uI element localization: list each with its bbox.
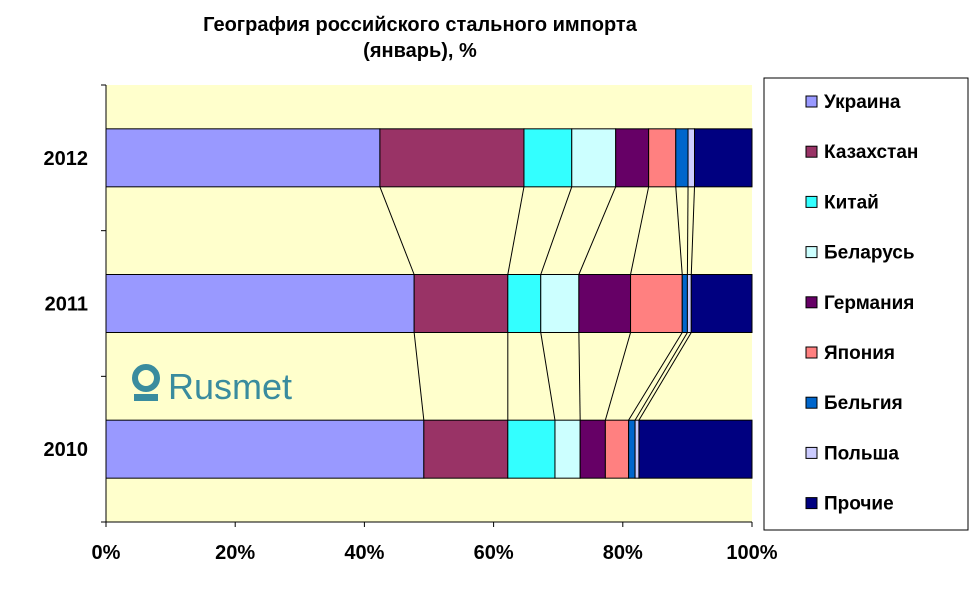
- x-tick-label: 80%: [603, 542, 643, 564]
- legend-label: Прочие: [824, 494, 894, 515]
- legend-label: Казахстан: [824, 142, 918, 163]
- bar-segment: [628, 419, 636, 479]
- chart-title-line-1: География российского стального импорта: [203, 14, 637, 36]
- bar-segment: [675, 128, 689, 188]
- series-line: [628, 332, 683, 421]
- legend-label: Китай: [824, 192, 879, 213]
- legend-label: Украина: [824, 92, 901, 113]
- bar-segment: [105, 128, 381, 188]
- series-line: [686, 186, 689, 275]
- bar-segment: [690, 274, 753, 333]
- series-line: [675, 186, 683, 275]
- bar-segment: [648, 128, 677, 188]
- legend-label: Германия: [824, 293, 914, 314]
- series-line: [638, 332, 692, 421]
- bar-segment: [540, 274, 580, 333]
- series-line: [578, 186, 617, 275]
- series-line: [507, 186, 525, 275]
- series-line: [540, 186, 573, 275]
- legend-swatch: [805, 396, 818, 409]
- legend-label: Бельгия: [824, 393, 903, 414]
- x-tick-label: 100%: [726, 542, 777, 564]
- chart-title: География российского стального импорта …: [100, 12, 740, 64]
- legend-label: Беларусь: [824, 243, 915, 264]
- bar-segment: [579, 419, 606, 479]
- bar-segment: [630, 274, 683, 333]
- bar-segment: [507, 274, 542, 333]
- series-line: [578, 332, 581, 421]
- legend-swatch: [805, 246, 818, 259]
- rusmet-logo-icon: [132, 364, 160, 392]
- bar-segment: [379, 128, 525, 188]
- category-label: 2011: [45, 294, 88, 316]
- bar-segment: [681, 274, 688, 333]
- legend-swatch: [805, 497, 818, 510]
- rusmet-logo-base: [134, 394, 158, 401]
- legend: [763, 77, 969, 531]
- series-line: [540, 332, 556, 421]
- series-line: [604, 332, 632, 421]
- bar-segment: [578, 274, 632, 333]
- rusmet-watermark: Rusmet: [168, 366, 292, 407]
- bar-segment: [507, 419, 556, 479]
- x-tick-label: 0%: [92, 542, 121, 564]
- legend-swatch: [805, 346, 818, 359]
- bar-segment: [571, 128, 617, 188]
- bar-segment: [638, 419, 753, 479]
- category-label: 2012: [44, 148, 89, 170]
- bar-segment: [423, 419, 509, 479]
- legend-label: Япония: [824, 343, 895, 364]
- x-tick-label: 60%: [474, 542, 514, 564]
- legend-swatch: [805, 195, 818, 208]
- bar-segment: [634, 419, 640, 479]
- bar-segment: [615, 128, 650, 188]
- bar-segment: [105, 274, 415, 333]
- series-line: [634, 332, 688, 421]
- legend-swatch: [805, 145, 818, 158]
- x-tick-label: 20%: [215, 542, 255, 564]
- chart-title-line-2: (январь), %: [363, 40, 477, 62]
- bar-segment: [694, 128, 753, 188]
- series-line: [630, 186, 650, 275]
- series-line: [379, 186, 415, 275]
- bar-segment: [554, 419, 581, 479]
- series-line: [413, 332, 425, 421]
- bar-segment: [105, 419, 425, 479]
- series-line: [690, 186, 696, 275]
- bar-segment: [413, 274, 509, 333]
- legend-swatch: [805, 296, 818, 309]
- x-tick-label: 40%: [344, 542, 384, 564]
- category-label: 2010: [44, 439, 89, 461]
- bar-segment: [687, 128, 696, 188]
- legend-label: Польша: [824, 443, 899, 464]
- bar-segment: [686, 274, 692, 333]
- legend-swatch: [805, 95, 818, 108]
- bar-segment: [604, 419, 630, 479]
- legend-swatch: [805, 446, 818, 459]
- bar-segment: [523, 128, 573, 188]
